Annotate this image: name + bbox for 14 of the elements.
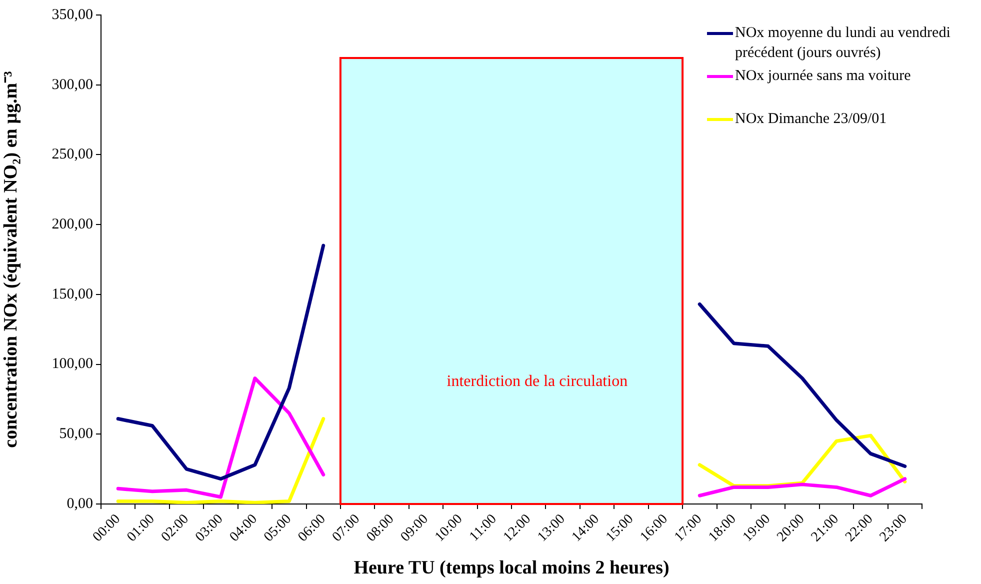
y-tick-label: 50,00: [59, 426, 93, 442]
band-label: interdiction de la circulation: [446, 372, 628, 390]
y-tick-label: 100,00: [52, 356, 93, 372]
y-tick-label: 0,00: [66, 496, 93, 512]
y-tick-label: 300,00: [52, 76, 93, 93]
y-tick-label: 350,00: [52, 6, 93, 23]
x-axis-title: Heure TU (temps local moins 2 heures): [354, 558, 670, 579]
y-tick-label: 200,00: [52, 216, 93, 233]
y-tick-label: 150,00: [52, 286, 93, 302]
legend-label: NOx journée sans ma voiture: [735, 67, 912, 86]
legend-label: NOx moyenne du lundi au vendredi précédent (jours ouvrés): [735, 24, 952, 63]
legend-label: NOx Dimanche 23/09/01: [735, 110, 888, 129]
y-axis-title: concentration NOx (équivalent NO₂) en µg.m⁻³: [0, 70, 22, 448]
y-tick-label: 250,00: [52, 146, 93, 163]
